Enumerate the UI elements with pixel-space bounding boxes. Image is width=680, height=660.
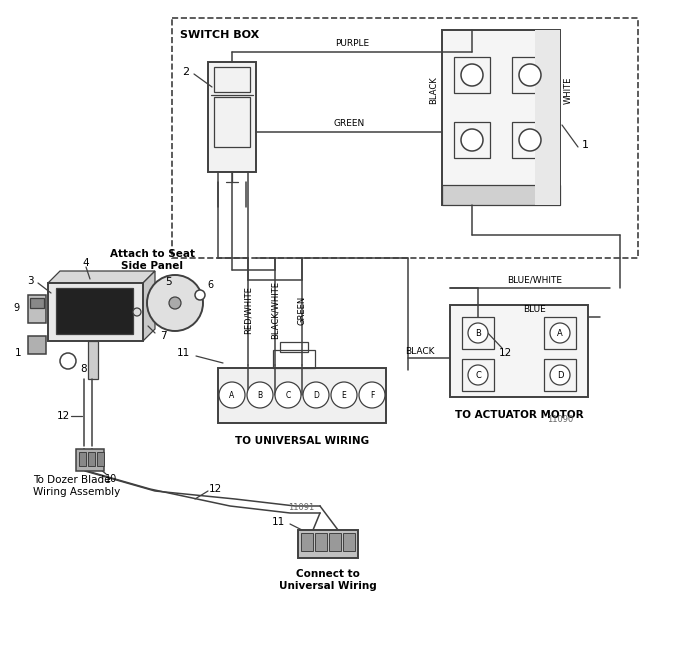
Bar [454,122,490,158]
Text: D: D [313,391,319,399]
Bar [442,30,560,205]
Text: B: B [258,391,262,399]
Text: GREEN: GREEN [333,119,364,129]
Text: 5: 5 [165,277,171,287]
Text: 2: 2 [182,67,190,77]
Text: BLACK/WHITE: BLACK/WHITE [271,281,279,339]
Text: BLUE/WHITE: BLUE/WHITE [507,275,562,284]
Bar [172,18,638,258]
Text: E: E [341,391,346,399]
Bar [30,298,44,308]
Text: B: B [475,329,481,337]
Circle shape [331,382,357,408]
Bar [88,341,98,379]
Text: 12: 12 [56,411,69,421]
Text: To Dozer Blade
Wiring Assembly: To Dozer Blade Wiring Assembly [33,475,120,497]
Text: 11091: 11091 [288,504,314,513]
Bar [343,533,355,551]
Circle shape [359,382,385,408]
Circle shape [60,353,76,369]
Circle shape [303,382,329,408]
Bar [512,57,548,93]
Text: 11: 11 [271,517,285,527]
Text: A: A [229,391,235,399]
Bar [535,30,560,205]
Circle shape [519,64,541,86]
Text: BLACK: BLACK [405,348,435,356]
Text: 4: 4 [83,258,89,268]
Bar [208,62,256,172]
Circle shape [519,129,541,151]
Bar [450,305,588,397]
Text: PURPLE: PURPLE [335,40,369,48]
Text: C: C [286,391,290,399]
Text: D: D [557,370,563,380]
Bar [462,359,494,391]
Circle shape [550,365,570,385]
Bar [97,452,104,466]
Bar [48,283,143,341]
Bar [298,530,358,558]
Bar [454,57,490,93]
Text: BLACK: BLACK [430,76,439,104]
Bar [214,67,250,92]
Text: F: F [370,391,374,399]
Bar [315,533,327,551]
Text: 1: 1 [15,348,21,358]
Bar [79,452,86,466]
Bar [88,452,95,466]
Bar [301,533,313,551]
Circle shape [468,365,488,385]
Text: 7: 7 [160,331,167,341]
Text: C: C [475,370,481,380]
Bar [512,122,548,158]
Circle shape [247,382,273,408]
Text: TO UNIVERSAL WIRING: TO UNIVERSAL WIRING [235,436,369,446]
Text: GREEN: GREEN [298,296,307,325]
Text: Attach to Seat
Side Panel: Attach to Seat Side Panel [109,249,194,271]
Text: WHITE: WHITE [564,77,573,104]
Bar [544,359,576,391]
Bar [76,449,104,471]
Text: Connect to
Universal Wiring: Connect to Universal Wiring [279,569,377,591]
Circle shape [275,382,301,408]
Text: 10: 10 [105,474,117,484]
Bar [280,342,308,352]
Polygon shape [143,271,155,341]
Bar [329,533,341,551]
Text: 1: 1 [581,140,588,150]
Text: RED/WHITE: RED/WHITE [243,286,252,334]
Text: 12: 12 [498,348,511,358]
Bar [214,97,250,147]
Text: 11: 11 [176,348,190,358]
Bar [56,288,133,334]
Polygon shape [48,271,155,283]
Circle shape [461,64,483,86]
Circle shape [147,275,203,331]
Text: 12: 12 [208,484,222,494]
Circle shape [219,382,245,408]
Bar [28,295,46,323]
Bar [544,317,576,349]
Circle shape [195,290,205,300]
Circle shape [169,297,181,309]
Text: BLUE: BLUE [524,304,546,313]
Text: 3: 3 [27,276,33,286]
Text: 9: 9 [13,303,19,313]
Text: SWITCH BOX: SWITCH BOX [180,30,259,40]
Circle shape [461,129,483,151]
Circle shape [550,323,570,343]
Circle shape [468,323,488,343]
Bar [462,317,494,349]
Bar [28,336,46,354]
Bar [442,185,560,205]
Bar [273,350,315,368]
Bar [218,368,386,423]
Text: A: A [557,329,563,337]
Text: 8: 8 [81,364,87,374]
Text: 6: 6 [207,280,213,290]
Text: 11090: 11090 [547,416,573,424]
Text: TO ACTUATOR MOTOR: TO ACTUATOR MOTOR [455,410,583,420]
Circle shape [133,308,141,316]
